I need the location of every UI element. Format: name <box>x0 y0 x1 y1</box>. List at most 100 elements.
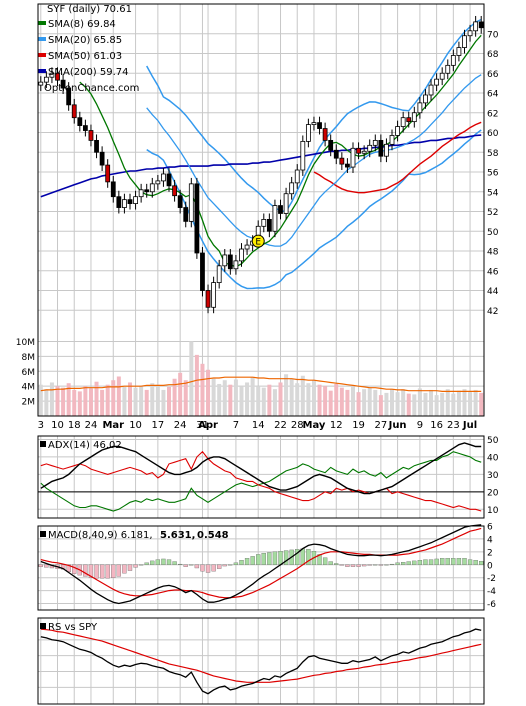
plus-di-line <box>40 451 482 512</box>
day-label: 19 <box>352 420 365 431</box>
candle-body <box>456 47 462 56</box>
volume-bar <box>72 389 77 416</box>
macd-hist-bar <box>417 560 423 565</box>
candle-body <box>361 150 367 154</box>
candle-body <box>395 126 400 136</box>
candle-body <box>71 104 77 119</box>
candle-body <box>60 79 66 89</box>
macd-hist-bar <box>44 564 49 568</box>
rs-panel-frame <box>37 617 485 705</box>
volume-bar <box>306 383 311 416</box>
candle-body <box>105 164 111 183</box>
volume-bar <box>55 386 60 416</box>
candle-body <box>116 196 122 208</box>
candle-body <box>161 173 166 182</box>
volume-bar <box>194 354 199 416</box>
macd-hist-bar <box>189 564 194 566</box>
candle-body <box>200 252 205 291</box>
macd-hist-bar <box>345 564 350 567</box>
volume-bar <box>111 380 116 416</box>
macd-hist-bar <box>384 564 389 566</box>
rs-line <box>40 628 482 695</box>
month-label: Jul <box>462 420 477 431</box>
candle-body <box>88 130 94 141</box>
day-label: 24 <box>85 420 98 431</box>
candle-body <box>428 84 434 96</box>
adx-tick-label: 30 <box>487 471 499 481</box>
volume-bar <box>373 389 378 416</box>
volume-bar <box>323 386 328 416</box>
macd-legend-swatch <box>40 531 46 537</box>
candle-body <box>345 163 350 168</box>
candle-body <box>339 157 345 165</box>
volume-bar <box>88 388 93 416</box>
month-label: Jun <box>388 420 407 431</box>
day-label: 23 <box>447 420 460 431</box>
volume-bar <box>390 389 395 416</box>
macd-hist-bar <box>473 560 478 565</box>
volume-bar <box>267 384 272 416</box>
macd-hist-bar <box>317 554 322 565</box>
candle-body <box>122 199 127 208</box>
candle-body <box>305 124 311 142</box>
legend-swatch <box>38 69 46 73</box>
macd-hist-bar <box>322 557 328 565</box>
candle-body <box>144 189 150 193</box>
day-label: 10 <box>51 420 64 431</box>
macd-hist-bar <box>328 561 333 565</box>
volume-bar <box>233 379 238 416</box>
sma20-line <box>146 74 482 247</box>
macd-hist-bar <box>356 564 361 567</box>
macd-hist-bar <box>256 554 261 565</box>
candle-body <box>227 254 233 270</box>
volume-bar <box>200 363 205 416</box>
macd-hist-bar <box>72 564 77 574</box>
volume-bar <box>122 386 127 416</box>
macd-hist-bar <box>99 564 105 579</box>
macd-tick-label: -2 <box>487 574 496 584</box>
rs-legend-swatch <box>40 623 46 629</box>
macd-hist-bar <box>222 564 227 567</box>
macd-hist-bar <box>462 558 467 565</box>
macd-hist-bar <box>479 561 484 565</box>
candle-body <box>183 207 189 222</box>
macd-hist-bar <box>239 560 244 565</box>
volume-bar <box>440 392 445 416</box>
volume-bar <box>434 395 439 416</box>
macd-panel-frame <box>37 525 485 611</box>
volume-bar <box>228 384 233 416</box>
candle-body <box>450 55 456 66</box>
macd-hist-bar <box>373 564 378 566</box>
macd-hist-bar <box>350 564 356 567</box>
volume-tick-label: 2M <box>22 398 36 408</box>
macd-tick-label: 2 <box>487 548 493 558</box>
volume-bar <box>44 389 49 416</box>
volume-bar <box>367 387 372 416</box>
macd-hist-bar <box>161 558 166 565</box>
macd-tick-label: -4 <box>487 587 496 597</box>
sma50-line <box>313 121 482 194</box>
macd-hist-bar <box>116 564 121 577</box>
volume-bar <box>105 384 110 416</box>
volume-bar <box>261 387 266 416</box>
candle-body <box>261 218 267 227</box>
macd-hist-bar <box>412 560 417 565</box>
volume-bar <box>350 385 355 416</box>
volume-bar <box>172 378 177 416</box>
legend-label: SMA(200) 59.74 <box>48 67 129 78</box>
macd-hist-bar <box>250 556 255 565</box>
macd-hist-bar <box>133 564 138 568</box>
volume-bar <box>66 383 71 416</box>
price-tick-label: 54 <box>487 188 499 198</box>
volume-bar <box>100 389 105 416</box>
volume-bar <box>83 386 88 416</box>
volume-bar <box>362 389 367 416</box>
macd-hist-bar <box>138 564 144 566</box>
candle-body <box>462 35 467 48</box>
macd-tick-label: 6 <box>487 523 493 533</box>
volume-tick-label: 4M <box>22 383 36 393</box>
macd-hist-bar <box>233 562 239 565</box>
macd-hist-bar <box>211 564 216 572</box>
adx-tick-label: 10 <box>487 506 499 516</box>
